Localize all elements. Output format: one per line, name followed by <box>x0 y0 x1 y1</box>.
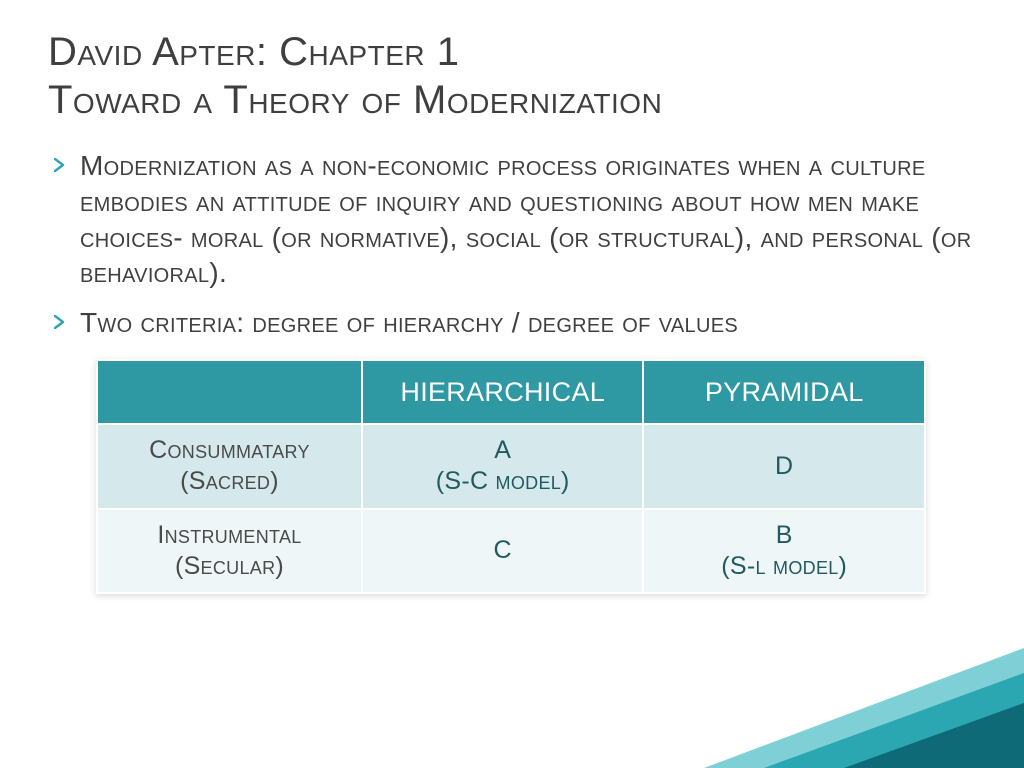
row-label-line1: Instrumental <box>157 521 301 549</box>
slide: David Apter: Chapter 1 Toward a Theory o… <box>0 0 1024 768</box>
bullet-text: Modernization as a non-economic process … <box>80 148 974 291</box>
slide-title: David Apter: Chapter 1 Toward a Theory o… <box>48 28 974 124</box>
table-header-pyramidal: PYRAMIDAL <box>643 360 925 424</box>
bullet-item: Two criteria: degree of hierarchy / degr… <box>54 305 974 341</box>
row-label: Instrumental (Secular) <box>97 509 362 594</box>
bullet-text: Two criteria: degree of hierarchy / degr… <box>80 305 738 341</box>
row-label-line1: Consummatary <box>149 436 310 464</box>
row-label-line2: (Sacred) <box>180 467 279 495</box>
row-label-line2: (Secular) <box>175 552 284 580</box>
title-line-1: David Apter: Chapter 1 <box>48 28 974 76</box>
table-cell: B (S-l model) <box>643 509 925 594</box>
bullet-list: Modernization as a non-economic process … <box>48 148 974 341</box>
title-line-2: Toward a Theory of Modernization <box>48 76 974 124</box>
table-header-hierarchical: HIERARCHICAL <box>362 360 644 424</box>
corner-decoration-icon <box>704 638 1024 768</box>
matrix-table-wrap: HIERARCHICAL PYRAMIDAL Consummatary (Sac… <box>96 359 926 594</box>
table-row: Consummatary (Sacred) A (S-C model) D <box>97 424 925 509</box>
table-cell: C <box>362 509 644 594</box>
table-row: Instrumental (Secular) C B (S-l model) <box>97 509 925 594</box>
table-cell: A (S-C model) <box>362 424 644 509</box>
table-cell: D <box>643 424 925 509</box>
table-header-row: HIERARCHICAL PYRAMIDAL <box>97 360 925 424</box>
bullet-arrow-icon <box>54 158 66 172</box>
row-label: Consummatary (Sacred) <box>97 424 362 509</box>
bullet-item: Modernization as a non-economic process … <box>54 148 974 291</box>
table-header-blank <box>97 360 362 424</box>
bullet-arrow-icon <box>54 315 66 329</box>
matrix-table: HIERARCHICAL PYRAMIDAL Consummatary (Sac… <box>96 359 926 594</box>
